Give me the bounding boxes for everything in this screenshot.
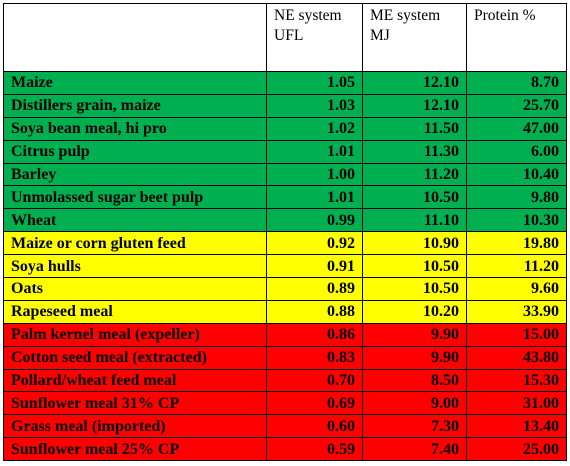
ne-ufl-cell: 1.01 xyxy=(266,185,363,210)
ne-ufl-cell: 0.69 xyxy=(266,391,363,416)
table-row: Cotton seed meal (extracted) 0.83 9.90 43.8… xyxy=(3,345,567,370)
protein-cell: 6.00 xyxy=(466,139,567,164)
table-row: Distillers grain, maize 1.03 12.10 25.70 xyxy=(3,93,567,118)
me-mj-cell: 9.90 xyxy=(362,322,467,347)
me-mj-cell: 12.10 xyxy=(362,93,467,118)
table-row: Wheat 0.99 11.10 10.30 xyxy=(3,208,567,233)
table-row: Grass meal (imported) 0.60 7.30 13.40 xyxy=(3,414,567,439)
feed-name-cell: Maize or corn gluten feed xyxy=(3,231,267,256)
header-me-mj: ME system MJ xyxy=(362,3,467,72)
feed-name-cell: Sunflower meal 31% CP xyxy=(3,391,267,416)
me-mj-cell: 7.40 xyxy=(362,437,467,462)
table-row: Maize 1.05 12.10 8.70 xyxy=(3,71,567,95)
me-mj-cell: 9.00 xyxy=(362,391,467,416)
me-mj-cell: 10.50 xyxy=(362,185,467,210)
table-row: Barley 1.00 11.20 10.40 xyxy=(3,162,567,187)
me-mj-cell: 8.50 xyxy=(362,368,467,393)
me-mj-cell: 12.10 xyxy=(362,71,467,95)
feed-name-cell: Soya hulls xyxy=(3,254,267,279)
ne-ufl-cell: 0.91 xyxy=(266,254,363,279)
protein-cell: 25.00 xyxy=(466,437,567,462)
feed-energy-table: NE system UFL ME system MJ Protein % Mai… xyxy=(3,3,567,462)
feed-name-cell: Oats xyxy=(3,277,267,301)
table-row: Pollard/wheat feed meal 0.70 8.50 15.30 xyxy=(3,368,567,393)
feed-name-cell: Pollard/wheat feed meal xyxy=(3,368,267,393)
me-mj-cell: 9.90 xyxy=(362,345,467,370)
protein-cell: 8.70 xyxy=(466,71,567,95)
feed-name-cell: Citrus pulp xyxy=(3,139,267,164)
feed-name-cell: Soya bean meal, hi pro xyxy=(3,116,267,141)
me-mj-cell: 10.50 xyxy=(362,254,467,279)
protein-cell: 33.90 xyxy=(466,299,567,324)
table-row: Soya hulls 0.91 10.50 11.20 xyxy=(3,254,567,279)
ne-ufl-cell: 0.89 xyxy=(266,277,363,301)
header-row: NE system UFL ME system MJ Protein % xyxy=(3,3,567,72)
ne-ufl-cell: 1.05 xyxy=(266,71,363,95)
protein-cell: 9.80 xyxy=(466,185,567,210)
feed-name-cell: Grass meal (imported) xyxy=(3,414,267,439)
table-row: Soya bean meal, hi pro 1.02 11.50 47.00 xyxy=(3,116,567,141)
protein-cell: 31.00 xyxy=(466,391,567,416)
protein-cell: 19.80 xyxy=(466,231,567,256)
feed-name-cell: Cotton seed meal (extracted) xyxy=(3,345,267,370)
protein-cell: 15.30 xyxy=(466,368,567,393)
me-mj-cell: 11.50 xyxy=(362,116,467,141)
feed-name-cell: Sunflower meal 25% CP xyxy=(3,437,267,462)
protein-cell: 11.20 xyxy=(466,254,567,279)
feed-name-cell: Palm kernel meal (expeller) xyxy=(3,322,267,347)
ne-ufl-cell: 1.03 xyxy=(266,93,363,118)
ne-ufl-cell: 1.00 xyxy=(266,162,363,187)
me-mj-cell: 11.20 xyxy=(362,162,467,187)
feed-name-cell: Wheat xyxy=(3,208,267,233)
ne-ufl-cell: 0.83 xyxy=(266,345,363,370)
ne-ufl-cell: 1.01 xyxy=(266,139,363,164)
me-mj-cell: 7.30 xyxy=(362,414,467,439)
protein-cell: 10.40 xyxy=(466,162,567,187)
me-mj-cell: 10.20 xyxy=(362,299,467,324)
ne-ufl-cell: 0.60 xyxy=(266,414,363,439)
ne-ufl-cell: 0.70 xyxy=(266,368,363,393)
me-mj-cell: 11.30 xyxy=(362,139,467,164)
ne-ufl-cell: 0.88 xyxy=(266,299,363,324)
protein-cell: 9.60 xyxy=(466,277,567,301)
ne-ufl-cell: 0.86 xyxy=(266,322,363,347)
feed-name-cell: Barley xyxy=(3,162,267,187)
ne-ufl-cell: 0.59 xyxy=(266,437,363,462)
table-header: NE system UFL ME system MJ Protein % xyxy=(3,3,567,72)
protein-cell: 13.40 xyxy=(466,414,567,439)
table-row: Oats 0.89 10.50 9.60 xyxy=(3,277,567,301)
table-body: Maize 1.05 12.10 8.70 Distillers grain, maiz… xyxy=(3,71,567,462)
ne-ufl-cell: 0.92 xyxy=(266,231,363,256)
table-row: Rapeseed meal 0.88 10.20 33.90 xyxy=(3,299,567,324)
me-mj-cell: 10.50 xyxy=(362,277,467,301)
protein-cell: 43.80 xyxy=(466,345,567,370)
table-row: Unmolassed sugar beet pulp 1.01 10.50 9.80 xyxy=(3,185,567,210)
protein-cell: 15.00 xyxy=(466,322,567,347)
feed-name-cell: Maize xyxy=(3,71,267,95)
me-mj-cell: 11.10 xyxy=(362,208,467,233)
table-row: Palm kernel meal (expeller) 0.86 9.90 15.00 xyxy=(3,322,567,347)
table-row: Sunflower meal 25% CP 0.59 7.40 25.00 xyxy=(3,437,567,462)
ne-ufl-cell: 1.02 xyxy=(266,116,363,141)
feed-name-cell: Distillers grain, maize xyxy=(3,93,267,118)
header-protein: Protein % xyxy=(466,3,567,72)
feed-name-cell: Unmolassed sugar beet pulp xyxy=(3,185,267,210)
table-row: Sunflower meal 31% CP 0.69 9.00 31.00 xyxy=(3,391,567,416)
ne-ufl-cell: 0.99 xyxy=(266,208,363,233)
protein-cell: 47.00 xyxy=(466,116,567,141)
table-row: Citrus pulp 1.01 11.30 6.00 xyxy=(3,139,567,164)
me-mj-cell: 10.90 xyxy=(362,231,467,256)
header-feed xyxy=(3,3,267,72)
table-row: Maize or corn gluten feed 0.92 10.90 19.80 xyxy=(3,231,567,256)
protein-cell: 10.30 xyxy=(466,208,567,233)
header-ne-ufl: NE system UFL xyxy=(266,3,363,72)
protein-cell: 25.70 xyxy=(466,93,567,118)
feed-name-cell: Rapeseed meal xyxy=(3,299,267,324)
